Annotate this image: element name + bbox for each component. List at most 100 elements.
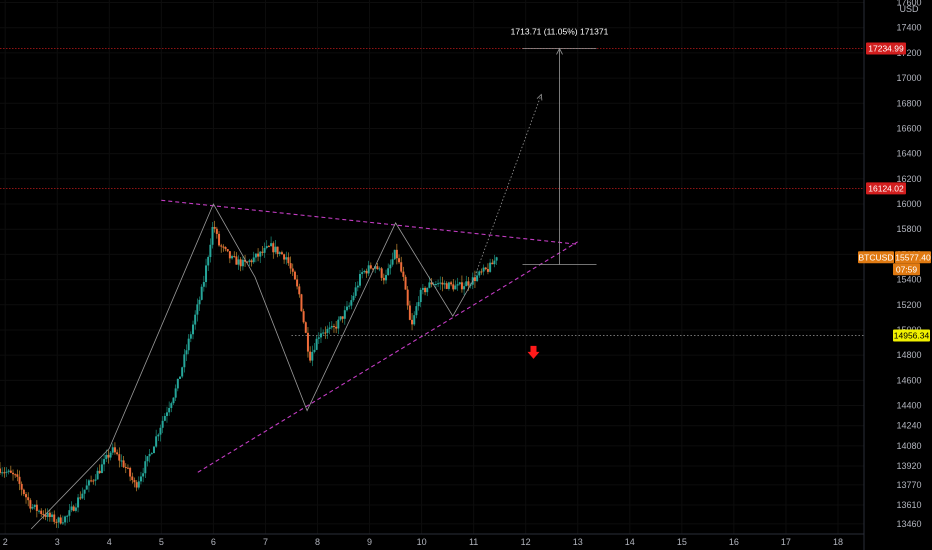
candle-body (326, 328, 329, 333)
candle-body (163, 415, 166, 421)
candle-body (109, 452, 112, 458)
countdown-tag: 07:59 (893, 263, 920, 276)
candle-body (213, 226, 216, 229)
candle-body (83, 489, 86, 494)
y-tick-label: 14600 (896, 375, 921, 385)
candle-body (491, 262, 494, 265)
candle-body (421, 287, 424, 290)
candle-body (302, 311, 305, 323)
candle-body (274, 246, 277, 253)
candle-body (16, 474, 19, 477)
candle-body (179, 376, 181, 379)
y-tick-label: 13920 (896, 461, 921, 471)
candle-body (361, 272, 364, 274)
candle-body (437, 283, 440, 285)
candle-body (356, 285, 359, 288)
candle-body (218, 233, 221, 246)
y-tick-label: 16800 (896, 98, 921, 108)
candle-body (354, 287, 357, 296)
candle-body (335, 326, 338, 329)
price-axis[interactable]: USD 13460 13610 13770 13920 14080 14240 14400 1… (863, 0, 932, 550)
candle-body (92, 480, 95, 482)
candle-body (380, 268, 383, 278)
candle-body (239, 259, 242, 267)
x-tick-label: 14 (625, 537, 635, 547)
y-tick-label: 15800 (896, 224, 921, 234)
candle-body (476, 275, 479, 282)
down-arrow-shape (527, 345, 540, 359)
candle-body (332, 325, 335, 327)
candle-body (189, 334, 192, 339)
candle-body (33, 504, 36, 507)
candle-body (424, 287, 427, 293)
candle-body (165, 412, 168, 416)
candle-body (222, 246, 225, 248)
candle-body (103, 459, 106, 465)
candle-body (70, 506, 73, 511)
candle-body (105, 454, 108, 460)
candle-body (250, 260, 253, 263)
candle-body (300, 294, 303, 312)
candle-body (296, 279, 299, 287)
countdown-tag-text: 07:59 (896, 264, 918, 274)
candle-body (359, 273, 361, 286)
candle-body (430, 282, 433, 285)
candle-body (231, 256, 234, 259)
candle-body (311, 351, 314, 361)
candle-body (113, 447, 116, 453)
level-tag-16124-text: 16124.02 (868, 183, 904, 193)
candle-body (98, 470, 101, 474)
candle-body (226, 249, 229, 252)
candle-body (1, 472, 4, 474)
x-tick-label: 6 (211, 537, 216, 547)
candle-body (235, 256, 238, 265)
candle-body (411, 319, 414, 325)
candle-body (5, 471, 8, 473)
candle-body (387, 268, 390, 276)
x-tick-label: 4 (107, 537, 112, 547)
candle-body (463, 286, 466, 290)
candle-body (283, 254, 286, 260)
y-tick-label: 15400 (896, 275, 921, 285)
candle-body (133, 480, 136, 483)
candle-body (322, 332, 325, 334)
candle-body (337, 319, 340, 329)
symbol-tag: BTCUSD (858, 251, 894, 264)
candle-body (319, 333, 322, 338)
candles (0, 220, 498, 529)
candle-body (482, 267, 485, 272)
candle-body (452, 284, 455, 290)
candle-body (261, 251, 264, 253)
candle-body (198, 299, 201, 305)
candle-body (44, 514, 47, 517)
candle-body (473, 277, 476, 282)
time-axis[interactable]: 2 3 4 5 6 7 8 9 10 11 12 13 14 15 16 17 18 (0, 533, 864, 547)
candle-body (183, 354, 186, 368)
candle-body (389, 264, 392, 269)
candle-body (3, 472, 6, 474)
x-tick-label: 7 (263, 537, 268, 547)
y-tick-label: 17000 (896, 73, 921, 83)
candle-body (27, 497, 30, 501)
candle-body (265, 246, 268, 249)
candle-body (404, 276, 407, 290)
candle-body (441, 282, 444, 285)
candle-body (233, 256, 236, 258)
candle-body (343, 310, 346, 319)
support-tag-background (893, 329, 930, 342)
candle-body (285, 257, 288, 260)
candle-body (298, 286, 301, 295)
candle-body (131, 476, 134, 481)
y-tick-label: 16000 (896, 199, 921, 209)
x-tick-label: 12 (521, 537, 531, 547)
candle-body (18, 476, 21, 484)
level-tag-17234-text: 17234.99 (868, 43, 904, 53)
candle-body (317, 337, 320, 339)
candle-body (207, 256, 210, 266)
price-tags: 17234.99 16124.02 BTCUSD 15577.40 07:59 … (858, 42, 931, 342)
candle-body (124, 467, 127, 469)
measure-label: 1713.71 (11.05%) 171371 (511, 26, 609, 36)
candle-body (341, 316, 344, 319)
candle-body (352, 295, 355, 301)
